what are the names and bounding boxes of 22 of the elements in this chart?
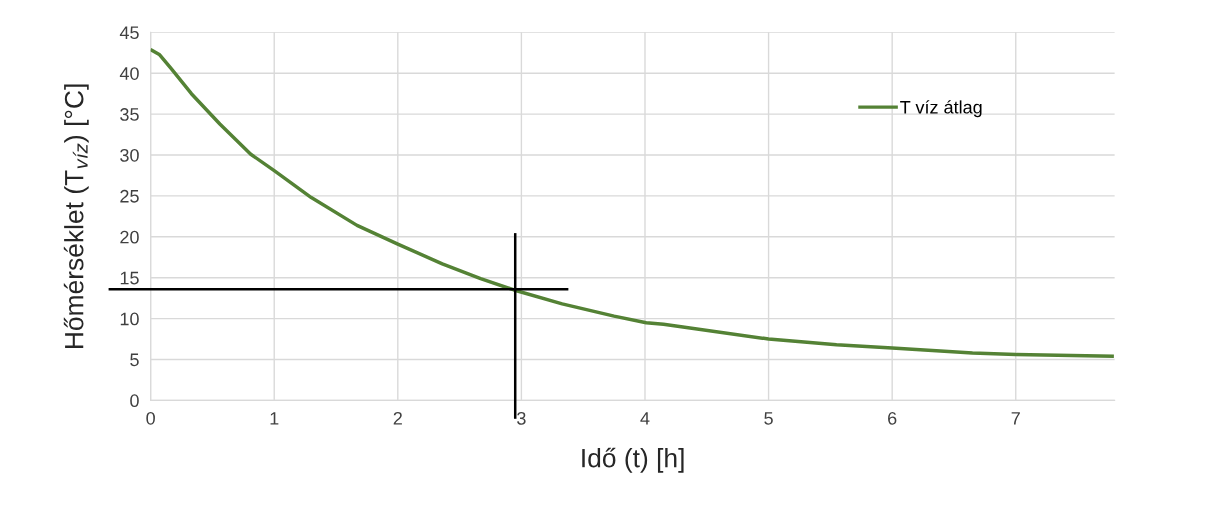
y-tick-label: 5	[130, 353, 139, 367]
y-tick-label: 45	[119, 26, 139, 40]
y-tick-label: 40	[119, 67, 139, 80]
x-tick-label: 0	[146, 411, 155, 425]
y-tick-label: 20	[120, 230, 139, 244]
x-tick-label: 4	[640, 412, 650, 425]
legend-label: T víz átlag	[900, 100, 982, 118]
x-tick-label: 3	[517, 411, 526, 425]
x-tick-label: 7	[1011, 412, 1020, 425]
y-tick-label: 30	[120, 148, 139, 162]
y-tick-label: 35	[120, 108, 139, 121]
y-tick-label: 10	[120, 312, 139, 326]
x-tick-label: 2	[393, 411, 402, 425]
x-tick-label: 5	[764, 412, 773, 425]
x-tick-label: 1	[270, 412, 279, 425]
y-tick-label: 25	[120, 189, 139, 203]
x-tick-label: 6	[888, 411, 897, 425]
y-tick-label: 0	[130, 394, 139, 408]
line-series	[150, 48, 1114, 358]
x-axis-title: Idő (t) [h]	[582, 447, 684, 473]
y-axis-title: Hőmérséklet (T$_{víz}$) [°C]	[63, 84, 89, 348]
y-tick-label: 15	[120, 271, 139, 285]
